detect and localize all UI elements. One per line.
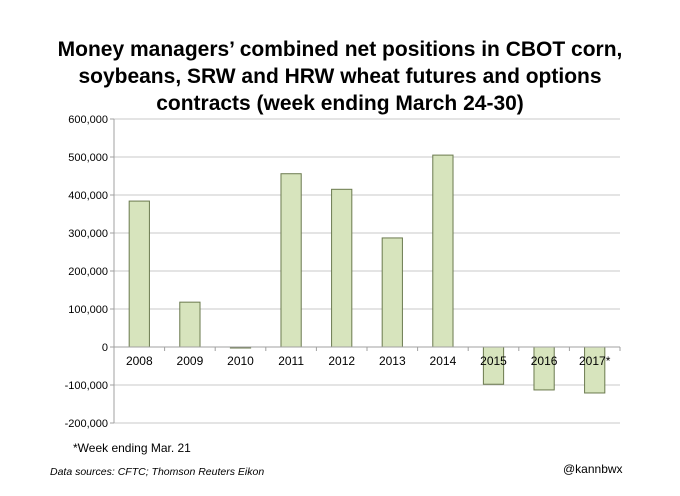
x-tick-label: 2008 [126, 354, 153, 368]
x-tick-label: 2012 [328, 354, 355, 368]
footnote: *Week ending Mar. 21 [73, 441, 191, 455]
bar-2012 [331, 188, 353, 348]
data-sources: Data sources: CFTC; Thomson Reuters Eiko… [50, 466, 265, 478]
x-tick-label: 2016 [531, 354, 558, 368]
y-tick-label: -100,000 [65, 380, 108, 392]
x-tick-label: 2015 [480, 354, 507, 368]
y-tick-label: 300,000 [68, 228, 108, 240]
y-tick-label: 0 [102, 342, 108, 354]
x-tick-label: 2009 [177, 354, 204, 368]
y-tick-label: 100,000 [68, 304, 108, 316]
x-tick-label: 2014 [430, 354, 457, 368]
bar-2011 [280, 173, 302, 348]
bar-2013 [381, 237, 403, 348]
chart-title: Money managers’ combined net positions i… [57, 38, 623, 115]
bar-2008 [128, 200, 150, 348]
y-tick-label: 500,000 [68, 152, 108, 164]
author-handle: @kannbwx [563, 462, 623, 476]
bar-2009 [179, 301, 201, 348]
y-tick-label: 200,000 [68, 266, 108, 278]
x-tick-label: 2010 [227, 354, 254, 368]
y-tick-label: 400,000 [68, 190, 108, 202]
y-tick-label: -200,000 [65, 418, 108, 430]
x-tick-label: 2013 [379, 354, 406, 368]
y-tick-label: 600,000 [68, 114, 108, 126]
x-tick-label: 2017* [579, 354, 611, 368]
x-tick-label: 2011 [278, 354, 304, 368]
bar-2014 [432, 154, 454, 348]
